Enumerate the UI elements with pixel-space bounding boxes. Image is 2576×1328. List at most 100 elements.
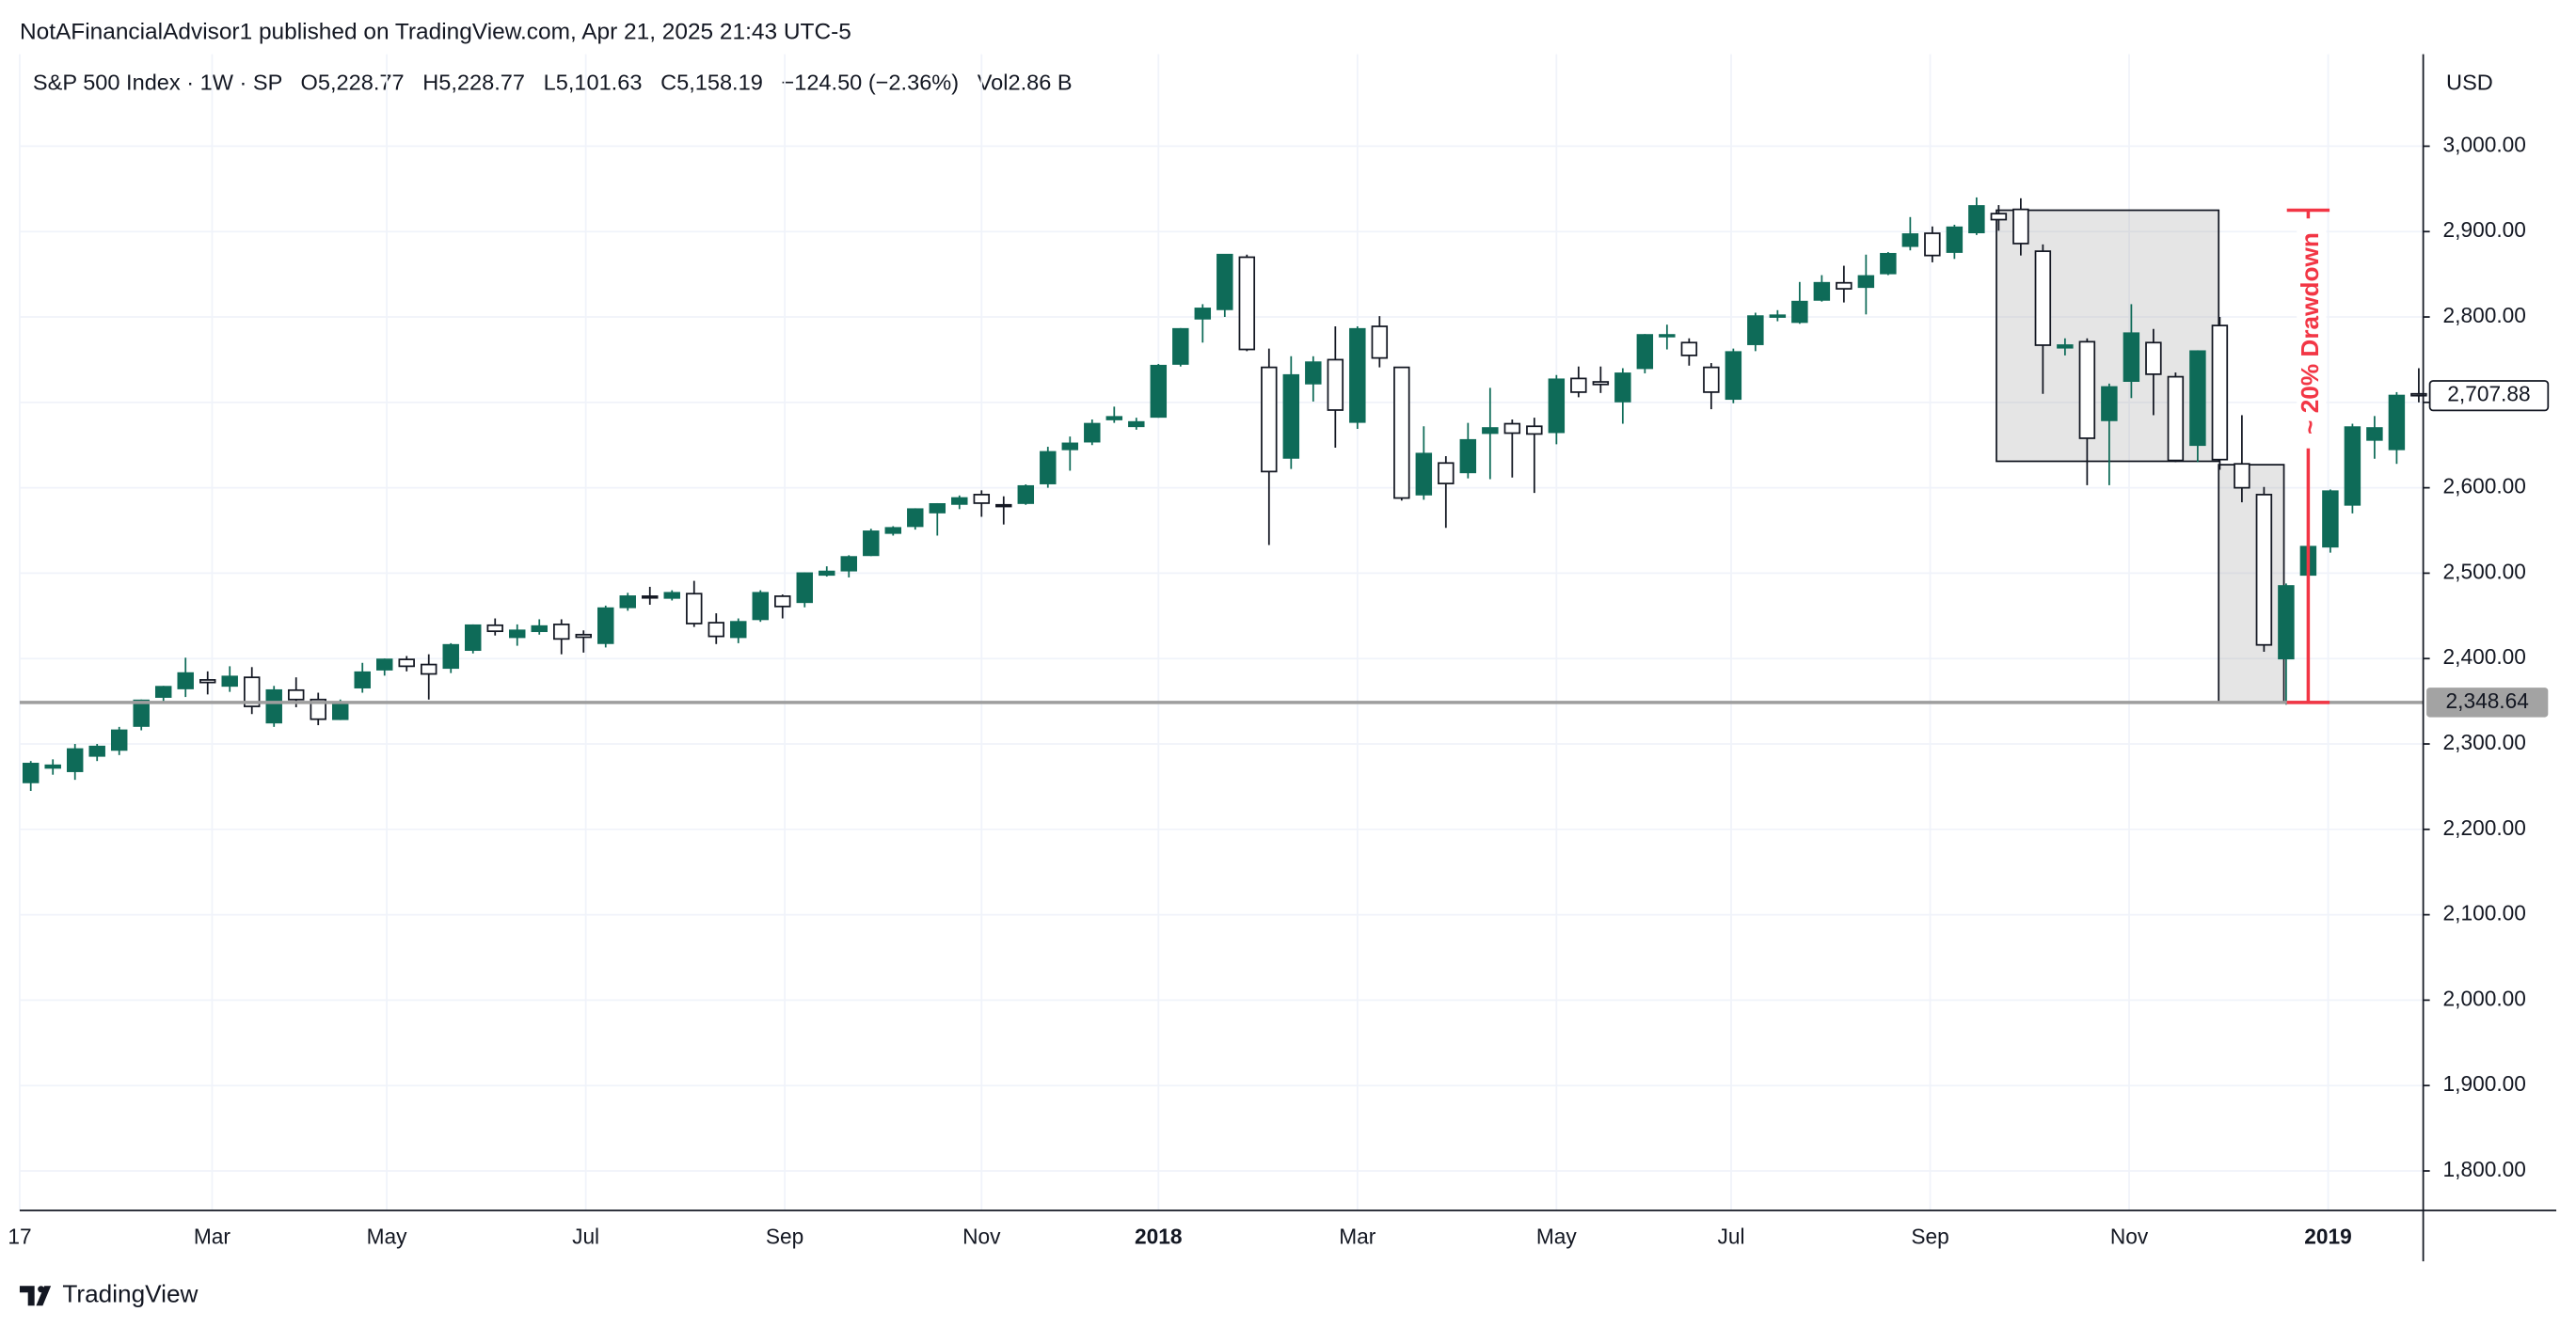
candle-body: [929, 503, 946, 514]
y-tick-label: 2,000.00: [2443, 986, 2526, 1010]
candle-body: [154, 686, 172, 698]
candle-body: [2344, 426, 2361, 506]
candle-body: [1747, 315, 1764, 345]
candle-body: [1438, 462, 1455, 484]
y-tick-label: 1,800.00: [2443, 1157, 2526, 1181]
candle-body: [1040, 451, 1057, 484]
candle-body: [133, 699, 150, 727]
candle-body: [1371, 325, 1389, 359]
y-tick-label: 2,200.00: [2443, 815, 2526, 840]
candle-body: [2234, 463, 2250, 489]
candle-body: [1636, 334, 1654, 370]
x-tick-label: Sep: [766, 1225, 803, 1249]
candle-body: [1526, 425, 1543, 435]
candle-body: [619, 595, 636, 609]
candle-body: [531, 624, 548, 633]
x-tick-label: Mar: [1339, 1225, 1376, 1249]
candle-body: [1305, 361, 1322, 385]
range-box: [2218, 464, 2285, 704]
candle-body: [995, 503, 1012, 508]
candles: [22, 197, 2427, 791]
candle-body: [973, 494, 991, 504]
candle-body: [2101, 386, 2118, 421]
candle-body: [907, 508, 924, 528]
candle-body: [1327, 358, 1344, 411]
x-tick-label: Jul: [572, 1225, 599, 1249]
candle-body: [1150, 364, 1168, 419]
candle-body: [486, 624, 503, 633]
y-tick-label: 2,100.00: [2443, 901, 2526, 925]
candle-body: [575, 633, 592, 639]
candle-body: [177, 672, 194, 689]
publisher-header: NotAFinancialAdvisor1 published on Tradi…: [20, 19, 851, 44]
candle-body: [2012, 208, 2029, 245]
candle-body: [1061, 442, 1079, 451]
candle-body: [884, 527, 902, 534]
candle-body: [221, 675, 238, 688]
y-tick-label: 2,500.00: [2443, 559, 2526, 583]
candle-body: [442, 643, 459, 670]
brand-dot: [38, 1286, 45, 1293]
x-tick-label: 17: [8, 1225, 31, 1249]
candle-body: [1482, 427, 1499, 435]
candle-body: [1017, 484, 1035, 504]
candle-body: [951, 497, 968, 505]
candle-body: [2167, 375, 2185, 462]
x-tick-label: 2019: [2304, 1225, 2351, 1249]
candle-body: [686, 593, 703, 624]
brand: TradingView: [62, 1280, 198, 1308]
grid: 1,800.00 1,900.00 2,000.00 2,100.00 2,200.00…: [8, 54, 2526, 1249]
x-tick-label: Sep: [1911, 1225, 1948, 1249]
candle-body: [819, 570, 835, 577]
candle-body: [553, 624, 570, 640]
candle-body: [509, 629, 526, 639]
candle-body: [1349, 327, 1366, 423]
candle-body: [2388, 394, 2406, 451]
candle-body: [421, 663, 437, 675]
candle-body: [1968, 205, 1985, 234]
x-tick-label: Jul: [1717, 1225, 1744, 1249]
candle-body: [1084, 422, 1101, 443]
y-tick-label: 1,900.00: [2443, 1071, 2526, 1096]
y-tick-label: 2,900.00: [2443, 217, 2526, 242]
candle-body: [1548, 378, 1566, 434]
candle-body: [1680, 341, 1698, 356]
candle-body: [398, 658, 415, 668]
last-price-label: 2,707.88: [2447, 382, 2530, 406]
candle-body: [642, 595, 659, 599]
y-tick-label: 3,000.00: [2443, 132, 2526, 156]
y-tick-label: 2,800.00: [2443, 303, 2526, 327]
candle-body: [1128, 420, 1145, 428]
candle-body: [2189, 350, 2206, 447]
candle-body: [265, 688, 282, 724]
candle-body: [1924, 232, 1941, 257]
candle-body: [2057, 344, 2074, 349]
overlays: 2,348.64 2,707.88 ~ 20% Drawdown: [19, 208, 2550, 718]
candle-body: [1393, 366, 1410, 499]
candle-body: [2255, 494, 2273, 646]
candle-body: [1614, 372, 1631, 403]
x-tick-label: Nov: [962, 1225, 1001, 1249]
candle-body: [2278, 585, 2295, 660]
candle-body: [376, 658, 393, 671]
candle-body: [2145, 341, 2162, 375]
x-tick-label: May: [367, 1225, 408, 1249]
candle-body: [2366, 427, 2383, 441]
candle-body: [1880, 252, 1897, 275]
candle-body: [354, 671, 371, 688]
candle-body: [66, 748, 84, 772]
candle-body: [310, 698, 326, 720]
candle-body: [1503, 422, 1521, 435]
drawdown-label-bg: [2297, 218, 2327, 449]
candle-body: [663, 592, 680, 599]
candle-body: [1282, 373, 1300, 459]
candle-body: [796, 572, 814, 604]
candle-body: [1946, 226, 1964, 253]
candle-body: [1769, 314, 1787, 318]
candle-body: [1990, 213, 2008, 221]
candle-body: [1659, 334, 1676, 338]
candle-body: [1725, 351, 1742, 401]
candle-body: [110, 729, 128, 751]
